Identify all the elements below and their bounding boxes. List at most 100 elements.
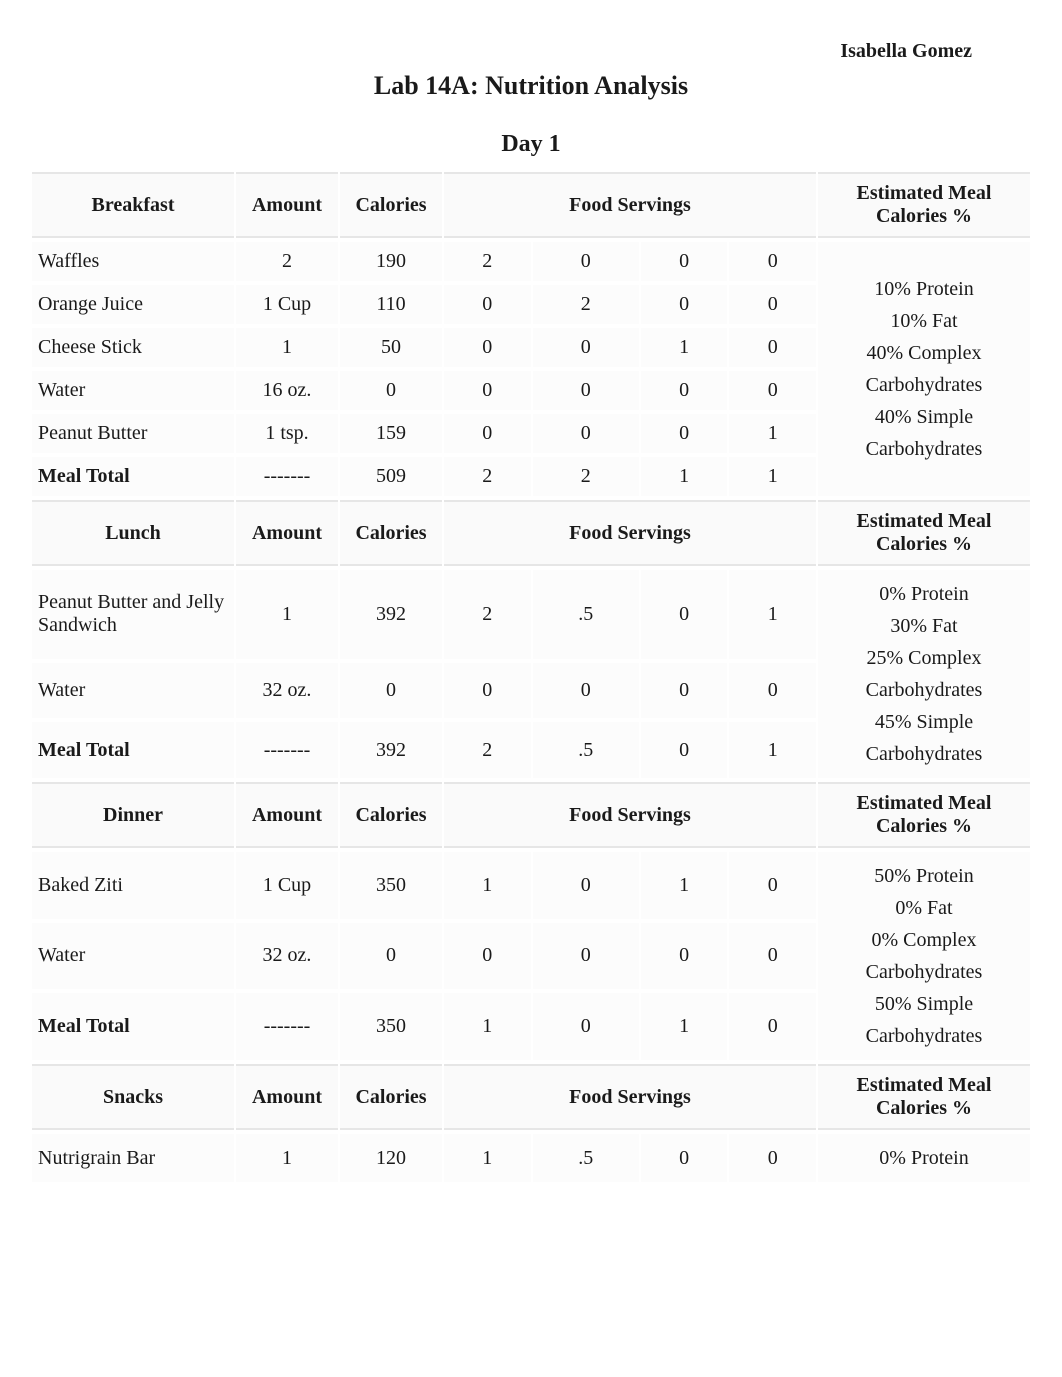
food-name: Water (32, 663, 234, 719)
food-name: Orange Juice (32, 285, 234, 324)
serving-cell: 0 (533, 242, 639, 281)
est-line: 40% Simple (824, 401, 1024, 433)
serving-cell: 1 (729, 722, 816, 778)
serving-cell: 2 (444, 570, 531, 659)
calories-cell: 509 (340, 457, 442, 496)
est-line: 30% Fat (824, 610, 1024, 642)
amount-cell: 1 (236, 570, 338, 659)
total-label: Meal Total (32, 993, 234, 1060)
servings-header: Food Servings (444, 782, 816, 848)
est-header: Estimated Meal Calories % (818, 172, 1030, 238)
total-label: Meal Total (32, 457, 234, 496)
servings-header: Food Servings (444, 1064, 816, 1130)
est-line: 25% Complex (824, 642, 1024, 674)
serving-cell: 0 (444, 285, 531, 324)
calories-cell: 50 (340, 328, 442, 367)
serving-cell: 0 (444, 371, 531, 410)
calories-cell: 392 (340, 722, 442, 778)
food-name: Waffles (32, 242, 234, 281)
serving-cell: 1 (444, 1134, 531, 1182)
calories-header: Calories (340, 1064, 442, 1130)
serving-cell: 0 (444, 414, 531, 453)
nutrition-table: Breakfast Amount Calories Food Servings … (30, 168, 1032, 1186)
food-name: Nutrigrain Bar (32, 1134, 234, 1182)
amount-cell: ------- (236, 457, 338, 496)
serving-cell: 0 (729, 328, 816, 367)
est-line: 0% Complex (824, 924, 1024, 956)
serving-cell: 0 (533, 663, 639, 719)
total-label: Meal Total (32, 722, 234, 778)
amount-header: Amount (236, 1064, 338, 1130)
est-line: Carbohydrates (824, 1020, 1024, 1052)
serving-cell: 0 (641, 722, 728, 778)
serving-cell: 0 (729, 993, 816, 1060)
serving-cell: 0 (729, 1134, 816, 1182)
serving-cell: 0 (533, 923, 639, 990)
est-line: 50% Protein (824, 860, 1024, 892)
meal-header: Breakfast (32, 172, 234, 238)
calories-cell: 0 (340, 923, 442, 990)
calories-header: Calories (340, 782, 442, 848)
est-line: Carbohydrates (824, 738, 1024, 770)
serving-cell: 0 (729, 852, 816, 919)
serving-cell: 0 (444, 923, 531, 990)
serving-cell: 2 (533, 285, 639, 324)
serving-cell: 1 (729, 457, 816, 496)
serving-cell: .5 (533, 1134, 639, 1182)
serving-cell: 0 (641, 923, 728, 990)
table-row: Nutrigrain Bar 1 120 1 .5 0 0 0% Protein (32, 1134, 1030, 1182)
meal-header: Snacks (32, 1064, 234, 1130)
est-line: 10% Fat (824, 305, 1024, 337)
calories-cell: 159 (340, 414, 442, 453)
amount-cell: 1 tsp. (236, 414, 338, 453)
calories-cell: 190 (340, 242, 442, 281)
calories-cell: 0 (340, 371, 442, 410)
amount-cell: 1 Cup (236, 285, 338, 324)
serving-cell: 1 (444, 852, 531, 919)
serving-cell: 1 (641, 328, 728, 367)
serving-cell: 0 (641, 371, 728, 410)
amount-cell: 1 (236, 1134, 338, 1182)
amount-cell: ------- (236, 993, 338, 1060)
est-line: 45% Simple (824, 706, 1024, 738)
calories-header: Calories (340, 172, 442, 238)
est-line: Carbohydrates (824, 433, 1024, 465)
serving-cell: 2 (444, 242, 531, 281)
serving-cell: 0 (641, 242, 728, 281)
est-line: 0% Protein (824, 1142, 1024, 1174)
calories-cell: 350 (340, 852, 442, 919)
servings-header: Food Servings (444, 500, 816, 566)
meal-header: Dinner (32, 782, 234, 848)
serving-cell: 0 (533, 328, 639, 367)
food-name: Baked Ziti (32, 852, 234, 919)
serving-cell: 1 (641, 457, 728, 496)
calories-cell: 392 (340, 570, 442, 659)
est-header: Estimated Meal Calories % (818, 1064, 1030, 1130)
serving-cell: 1 (641, 993, 728, 1060)
est-line: 0% Protein (824, 578, 1024, 610)
serving-cell: 0 (533, 371, 639, 410)
serving-cell: 0 (641, 1134, 728, 1182)
calories-cell: 0 (340, 663, 442, 719)
serving-cell: 0 (729, 923, 816, 990)
serving-cell: 2 (444, 457, 531, 496)
serving-cell: 1 (729, 414, 816, 453)
est-meal-cell: 0% Protein30% Fat25% Complex Carbohydrate… (818, 570, 1030, 778)
serving-cell: 0 (641, 663, 728, 719)
amount-cell: 32 oz. (236, 923, 338, 990)
table-row: Baked Ziti 1 Cup 350 1 0 1 0 50% Protein… (32, 852, 1030, 919)
serving-cell: 1 (729, 570, 816, 659)
meal-header: Lunch (32, 500, 234, 566)
amount-cell: 1 (236, 328, 338, 367)
serving-cell: 0 (641, 285, 728, 324)
serving-cell: 1 (641, 852, 728, 919)
est-meal-cell: 10% Protein10% Fat40% ComplexCarbohydrat… (818, 242, 1030, 496)
serving-cell: 0 (533, 414, 639, 453)
serving-cell: 0 (641, 414, 728, 453)
table-row: Waffles 2 190 2 0 0 0 10% Protein10% Fat… (32, 242, 1030, 281)
student-name: Isabella Gomez (30, 40, 1032, 63)
lab-title: Lab 14A: Nutrition Analysis (30, 71, 1032, 101)
calories-header: Calories (340, 500, 442, 566)
est-line: Carbohydrates (824, 956, 1024, 988)
est-line: 0% Fat (824, 892, 1024, 924)
